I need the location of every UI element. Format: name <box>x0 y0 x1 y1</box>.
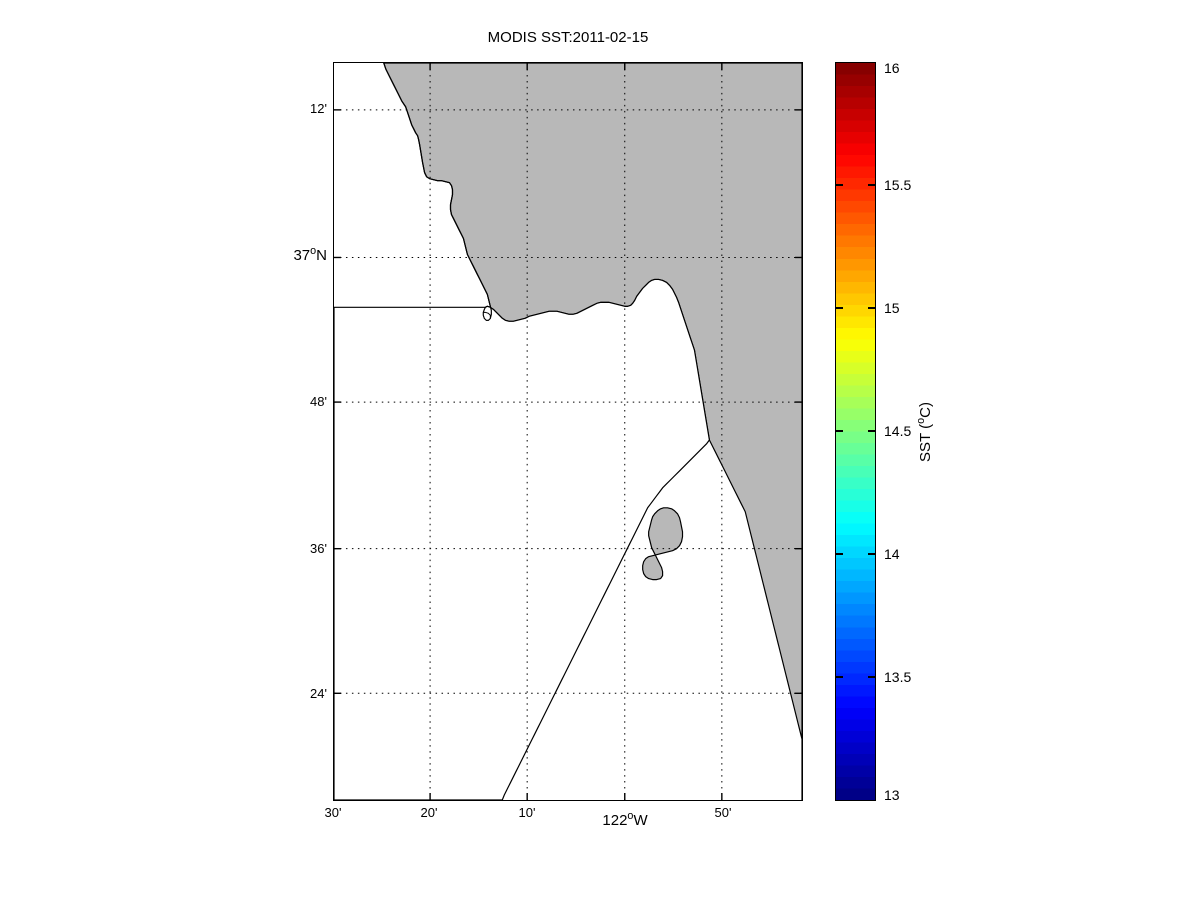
x-tick-label-50: 50' <box>714 805 732 820</box>
y-tick-degrees: 37 <box>293 247 311 264</box>
colorbar-tick-mark <box>836 676 843 678</box>
colorbar-tick-label-13: 13 <box>884 787 900 803</box>
x-tick-hemisphere: W <box>633 812 648 829</box>
colorbar-tick-mark <box>868 430 875 432</box>
x-tick-label-30: 30' <box>324 805 342 820</box>
y-tick-label-48: 48' <box>310 394 327 409</box>
colorbar-axis-label: SST (oC) <box>915 402 934 462</box>
colorbar-tick-mark <box>836 184 843 186</box>
colorbar-tick-mark <box>868 676 875 678</box>
tick-marks <box>334 63 802 800</box>
degree-symbol-icon: o <box>627 810 634 822</box>
colorbar-tick-mark <box>836 430 843 432</box>
coastline-north <box>383 63 492 321</box>
headland-polygon <box>642 507 684 581</box>
golden-gate-notch <box>482 311 491 321</box>
colorbar-tick-mark <box>868 307 875 309</box>
colorbar[interactable] <box>835 62 876 801</box>
colorbar-tick-label-13-5: 13.5 <box>884 669 912 685</box>
grid-lines <box>334 63 802 800</box>
colorbar-tick-mark <box>868 553 875 555</box>
colorbar-title-unit: C) <box>917 402 934 418</box>
colorbar-tick-label-14: 14 <box>884 546 900 562</box>
y-tick-label-24: 24' <box>310 686 327 701</box>
y-tick-label-36: 36' <box>310 541 327 556</box>
degree-symbol-icon: o <box>310 245 317 257</box>
degree-symbol-icon: o <box>915 417 927 424</box>
colorbar-title-text: SST ( <box>917 423 934 462</box>
x-tick-label-122W: 122oW <box>585 810 665 829</box>
y-tick-label-37N: 37oN <box>265 245 327 264</box>
colorbar-tick-label-15-5: 15.5 <box>884 177 912 193</box>
colorbar-tick-mark <box>836 307 843 309</box>
y-tick-label-12: 12' <box>310 101 327 116</box>
colorbar-tick-mark <box>836 553 843 555</box>
ocean-bight-polygon <box>334 278 710 800</box>
map-axes[interactable] <box>333 62 803 801</box>
y-tick-hemisphere: N <box>316 247 327 264</box>
colorbar-tick-label-15: 15 <box>884 300 900 316</box>
x-tick-label-10: 10' <box>518 805 536 820</box>
coastline-map <box>334 63 802 800</box>
x-tick-label-20: 20' <box>420 805 438 820</box>
x-tick-degrees: 122 <box>602 812 628 829</box>
page-title: MODIS SST:2011-02-15 <box>487 29 649 46</box>
colorbar-tick-mark <box>868 184 875 186</box>
colorbar-tick-label-16: 16 <box>884 60 900 76</box>
colorbar-tick-label-14-5: 14.5 <box>884 423 912 439</box>
